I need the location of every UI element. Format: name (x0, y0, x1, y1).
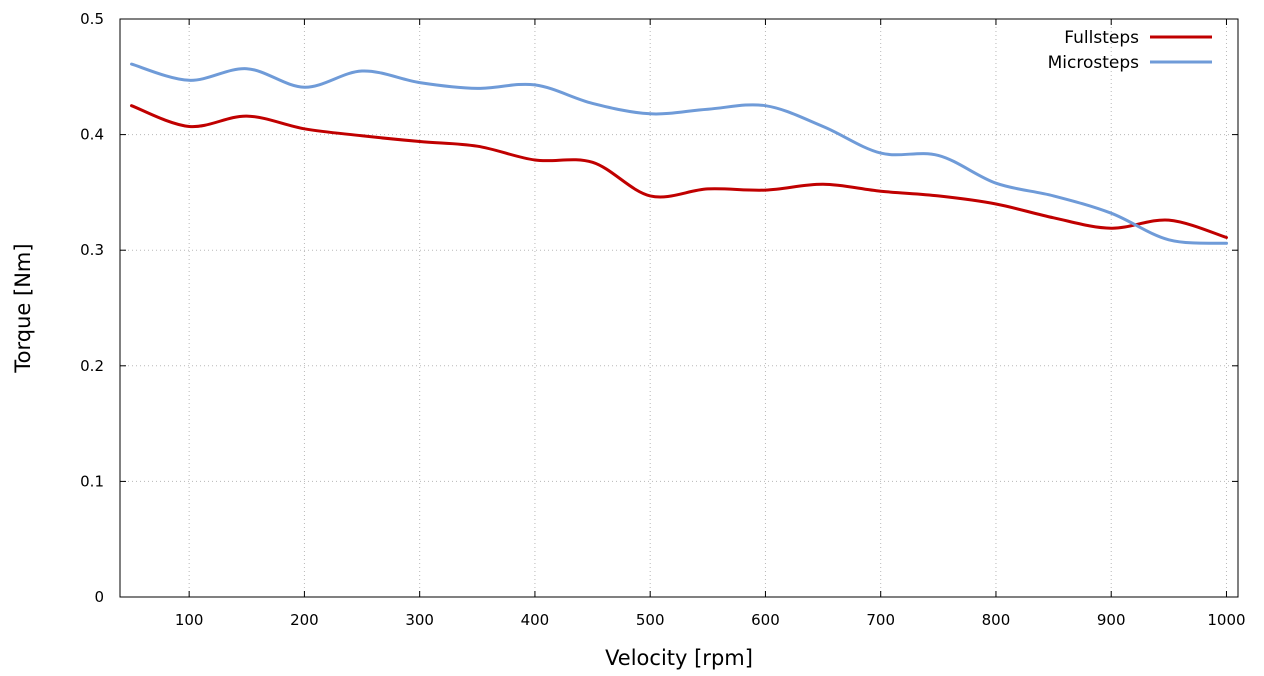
x-tick-label: 600 (751, 611, 780, 629)
x-axis-title: Velocity [rpm] (605, 646, 753, 670)
y-axis-ticks: 0 0.1 0.2 0.3 0.4 0.5 (80, 10, 1238, 606)
y-tick-label: 0 (94, 588, 104, 606)
x-tick-label: 700 (866, 611, 895, 629)
legend-label-fullsteps: Fullsteps (1064, 28, 1139, 48)
x-tick-label: 500 (636, 611, 665, 629)
x-tick-label: 200 (290, 611, 319, 629)
series-line-fullsteps (130, 104, 1228, 239)
plot-frame (119, 18, 1239, 598)
y-tick-label: 0.1 (80, 472, 104, 490)
y-tick-label: 0.4 (80, 126, 104, 144)
series-line-microsteps (130, 62, 1228, 245)
y-tick-label: 0.3 (80, 241, 104, 259)
x-tick-label: 800 (982, 611, 1011, 629)
y-axis-title: Torque [Nm] (11, 243, 35, 373)
legend-label-microsteps: Microsteps (1048, 53, 1140, 73)
x-axis-ticks: 100 200 300 400 500 600 700 800 900 1000 (175, 19, 1246, 629)
y-tick-label: 0.5 (80, 10, 104, 28)
grid-lines (120, 19, 1238, 597)
x-tick-label: 400 (521, 611, 550, 629)
legend: Fullsteps Microsteps (1048, 28, 1212, 73)
x-tick-label: 1000 (1207, 611, 1245, 629)
x-tick-label: 300 (405, 611, 434, 629)
x-tick-label: 900 (1097, 611, 1126, 629)
x-tick-label: 100 (175, 611, 204, 629)
series-lines (130, 62, 1228, 245)
y-tick-label: 0.2 (80, 357, 104, 375)
